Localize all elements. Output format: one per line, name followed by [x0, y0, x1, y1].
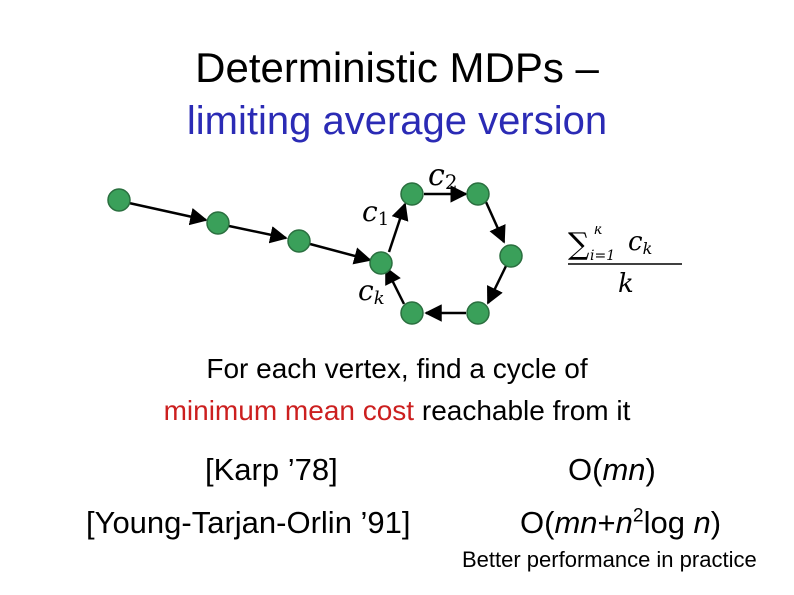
edge-cycle-1	[387, 202, 409, 253]
graph-node	[107, 188, 131, 212]
description-line-1: For each vertex, find a cycle of	[206, 353, 588, 384]
graph-node	[466, 182, 490, 206]
sum-lower: i=1	[590, 248, 615, 264]
edge-path-3	[309, 242, 372, 265]
complexity-karp: O(mn)	[568, 452, 656, 487]
edge-cycle-4	[486, 265, 508, 305]
edge-cycle-3	[484, 201, 506, 244]
description-line-2: minimum mean cost reachable from it	[0, 394, 794, 428]
complexity-yto: O(mn+n2log n)	[520, 505, 722, 540]
denominator: k	[618, 269, 634, 298]
cost-label-ck: ck	[358, 274, 385, 309]
sum-symbol: ∑	[568, 227, 590, 262]
mean-cost-formula-svg: ∑ k i=1 ck k	[568, 222, 682, 299]
description-rest: reachable from it	[414, 395, 631, 426]
exponent: 2	[632, 505, 644, 527]
citation-karp: [Karp ’78]	[205, 452, 338, 487]
sum-upper: k	[594, 226, 602, 238]
mean-cost-formula: ∑ k i=1 ck k	[566, 222, 696, 302]
citation-yto: [Young-Tarjan-Orlin ’91]	[86, 505, 411, 540]
graph-node	[369, 251, 393, 275]
edge-path-2	[228, 224, 288, 244]
cost-label-c2: c2	[428, 158, 458, 194]
sum-term: ck	[628, 227, 652, 258]
graph-node	[206, 211, 230, 235]
edge-path-1	[128, 201, 208, 226]
graph-node	[287, 229, 311, 253]
graph-node	[400, 301, 424, 325]
graph-node	[400, 182, 424, 206]
highlight-text: minimum mean cost	[163, 395, 415, 426]
cost-label-c1: c1	[362, 195, 389, 230]
graph-node	[466, 301, 490, 325]
edge-cycle-6	[384, 266, 406, 305]
slide-title: Deterministic MDPs –	[195, 44, 599, 91]
footnote: Better performance in practice	[462, 547, 757, 572]
slide-subtitle: limiting average version	[186, 99, 608, 143]
graph-node	[499, 244, 523, 268]
